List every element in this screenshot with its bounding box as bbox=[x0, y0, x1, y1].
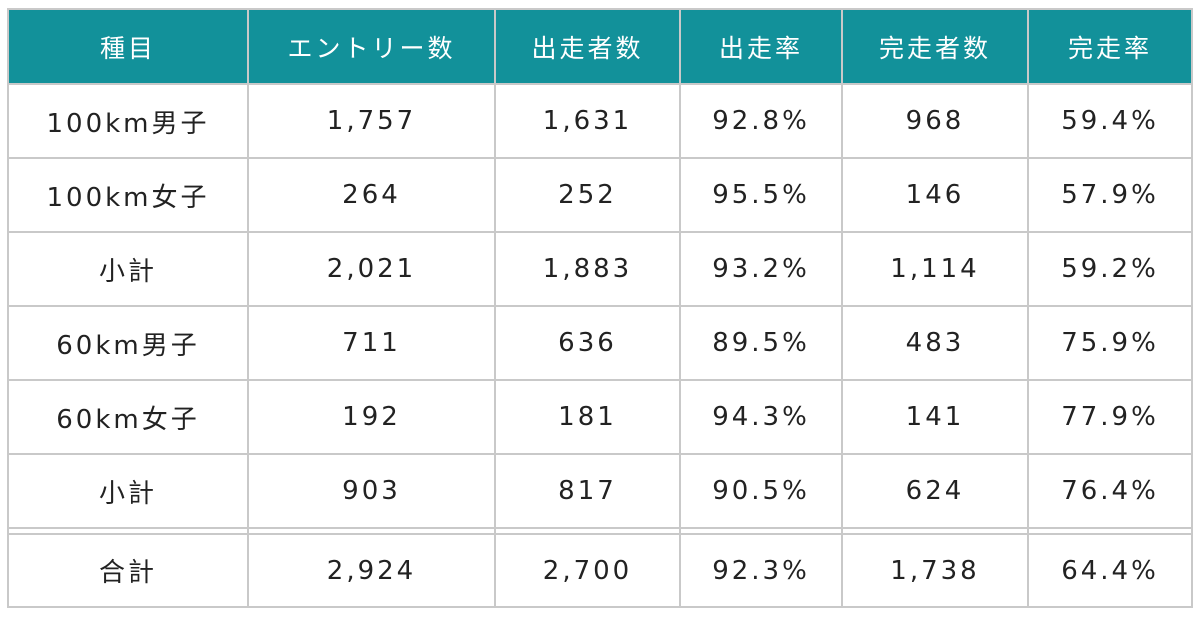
cell-finish-rate: 77.9% bbox=[1027, 379, 1193, 455]
table-row: 100km女子 264 252 95.5% 146 57.9% bbox=[7, 157, 1193, 233]
cell-category: 100km男子 bbox=[7, 83, 249, 159]
cell-category: 小計 bbox=[7, 453, 249, 529]
cell-finishers: 624 bbox=[841, 453, 1029, 529]
header-row: 種目 エントリー数 出走者数 出走率 完走者数 完走率 bbox=[7, 8, 1193, 85]
total-row: 合計 2,924 2,700 92.3% 1,738 64.4% bbox=[7, 533, 1193, 608]
cell-starters: 636 bbox=[494, 305, 681, 381]
subtotal-row: 小計 2,021 1,883 93.2% 1,114 59.2% bbox=[7, 231, 1193, 307]
header-starters: 出走者数 bbox=[494, 8, 681, 85]
header-finishers: 完走者数 bbox=[841, 8, 1029, 85]
cell-start-rate: 92.8% bbox=[679, 83, 843, 159]
subtotal-row: 小計 903 817 90.5% 624 76.4% bbox=[7, 453, 1193, 529]
separator-cell bbox=[1027, 527, 1193, 535]
cell-finish-rate: 75.9% bbox=[1027, 305, 1193, 381]
cell-finish-rate: 59.4% bbox=[1027, 83, 1193, 159]
header-start-rate: 出走率 bbox=[679, 8, 843, 85]
cell-starters: 2,700 bbox=[494, 533, 681, 608]
cell-entries: 2,924 bbox=[247, 533, 496, 608]
cell-finishers: 483 bbox=[841, 305, 1029, 381]
cell-starters: 817 bbox=[494, 453, 681, 529]
header-category: 種目 bbox=[7, 8, 249, 85]
table-row: 60km女子 192 181 94.3% 141 77.9% bbox=[7, 379, 1193, 455]
separator-cell bbox=[841, 527, 1029, 535]
cell-start-rate: 90.5% bbox=[679, 453, 843, 529]
cell-finishers: 146 bbox=[841, 157, 1029, 233]
separator-cell bbox=[494, 527, 681, 535]
cell-category: 100km女子 bbox=[7, 157, 249, 233]
cell-entries: 1,757 bbox=[247, 83, 496, 159]
cell-finish-rate: 76.4% bbox=[1027, 453, 1193, 529]
cell-category: 合計 bbox=[7, 533, 249, 608]
cell-finishers: 1,738 bbox=[841, 533, 1029, 608]
table-body: 100km男子 1,757 1,631 92.8% 968 59.4% 100k… bbox=[7, 83, 1193, 608]
separator-row bbox=[7, 527, 1193, 535]
cell-entries: 192 bbox=[247, 379, 496, 455]
separator-cell bbox=[679, 527, 843, 535]
cell-start-rate: 89.5% bbox=[679, 305, 843, 381]
results-table-container: 種目 エントリー数 出走者数 出走率 完走者数 完走率 100km男子 1,75… bbox=[7, 8, 1193, 608]
cell-category: 60km男子 bbox=[7, 305, 249, 381]
cell-starters: 252 bbox=[494, 157, 681, 233]
cell-starters: 1,883 bbox=[494, 231, 681, 307]
table-row: 100km男子 1,757 1,631 92.8% 968 59.4% bbox=[7, 83, 1193, 159]
cell-start-rate: 95.5% bbox=[679, 157, 843, 233]
cell-finish-rate: 64.4% bbox=[1027, 533, 1193, 608]
race-results-table: 種目 エントリー数 出走者数 出走率 完走者数 完走率 100km男子 1,75… bbox=[7, 8, 1193, 608]
cell-start-rate: 93.2% bbox=[679, 231, 843, 307]
table-header: 種目 エントリー数 出走者数 出走率 完走者数 完走率 bbox=[7, 8, 1193, 85]
cell-finishers: 968 bbox=[841, 83, 1029, 159]
cell-finishers: 1,114 bbox=[841, 231, 1029, 307]
cell-entries: 264 bbox=[247, 157, 496, 233]
cell-entries: 903 bbox=[247, 453, 496, 529]
cell-entries: 2,021 bbox=[247, 231, 496, 307]
cell-category: 小計 bbox=[7, 231, 249, 307]
cell-finish-rate: 57.9% bbox=[1027, 157, 1193, 233]
cell-start-rate: 92.3% bbox=[679, 533, 843, 608]
cell-start-rate: 94.3% bbox=[679, 379, 843, 455]
separator-cell bbox=[7, 527, 249, 535]
cell-finish-rate: 59.2% bbox=[1027, 231, 1193, 307]
separator-cell bbox=[247, 527, 496, 535]
header-finish-rate: 完走率 bbox=[1027, 8, 1193, 85]
table-row: 60km男子 711 636 89.5% 483 75.9% bbox=[7, 305, 1193, 381]
header-entries: エントリー数 bbox=[247, 8, 496, 85]
cell-starters: 181 bbox=[494, 379, 681, 455]
cell-entries: 711 bbox=[247, 305, 496, 381]
cell-starters: 1,631 bbox=[494, 83, 681, 159]
cell-category: 60km女子 bbox=[7, 379, 249, 455]
cell-finishers: 141 bbox=[841, 379, 1029, 455]
